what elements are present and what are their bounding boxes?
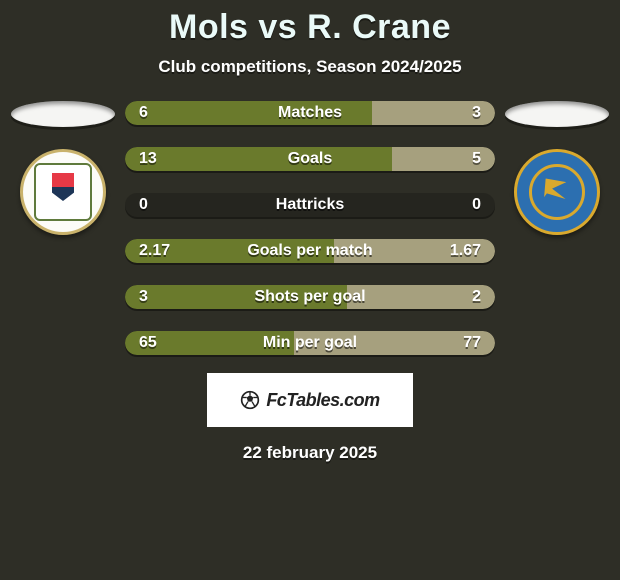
stat-left-value: 2.17 [139,242,170,260]
right-side [505,101,609,235]
bar-fill-left [125,147,392,171]
brand-badge[interactable]: FcTables.com [207,373,413,427]
stat-label: Goals [288,150,332,168]
stat-left-value: 6 [139,104,148,122]
stat-bar: 65 77 Min per goal [125,331,495,355]
right-flag-icon [505,101,609,127]
stat-left-value: 0 [139,196,148,214]
left-side [11,101,115,235]
stat-label: Matches [278,104,342,122]
stat-right-value: 1.67 [450,242,481,260]
subtitle: Club competitions, Season 2024/2025 [158,57,461,77]
stat-bar: 2.17 1.67 Goals per match [125,239,495,263]
soccer-ball-icon [240,390,260,410]
stat-bar: 0 0 Hattricks [125,193,495,217]
date-text: 22 february 2025 [243,443,377,463]
stat-left-value: 3 [139,288,148,306]
stat-right-value: 0 [472,196,481,214]
stat-left-value: 65 [139,334,157,352]
main-row: 6 3 Matches 13 5 Goals 0 0 Hattricks 2.17 1.67 Goal… [8,101,612,355]
stat-label: Min per goal [263,334,357,352]
stat-bar: 6 3 Matches [125,101,495,125]
left-flag-icon [11,101,115,127]
stats-bars: 6 3 Matches 13 5 Goals 0 0 Hattricks 2.17 1.67 Goal… [125,101,495,355]
stat-label: Hattricks [276,196,344,214]
stat-bar: 3 2 Shots per goal [125,285,495,309]
stat-right-value: 2 [472,288,481,306]
stat-right-value: 77 [463,334,481,352]
stat-label: Goals per match [247,242,372,260]
stat-label: Shots per goal [254,288,365,306]
brand-label: FcTables.com [266,390,379,411]
stat-right-value: 3 [472,104,481,122]
stat-right-value: 5 [472,150,481,168]
page-title: Mols vs R. Crane [169,8,451,47]
stat-left-value: 13 [139,150,157,168]
left-crest-icon [20,149,106,235]
comparison-card: Mols vs R. Crane Club competitions, Seas… [0,0,620,580]
right-crest-icon [514,149,600,235]
stat-bar: 13 5 Goals [125,147,495,171]
